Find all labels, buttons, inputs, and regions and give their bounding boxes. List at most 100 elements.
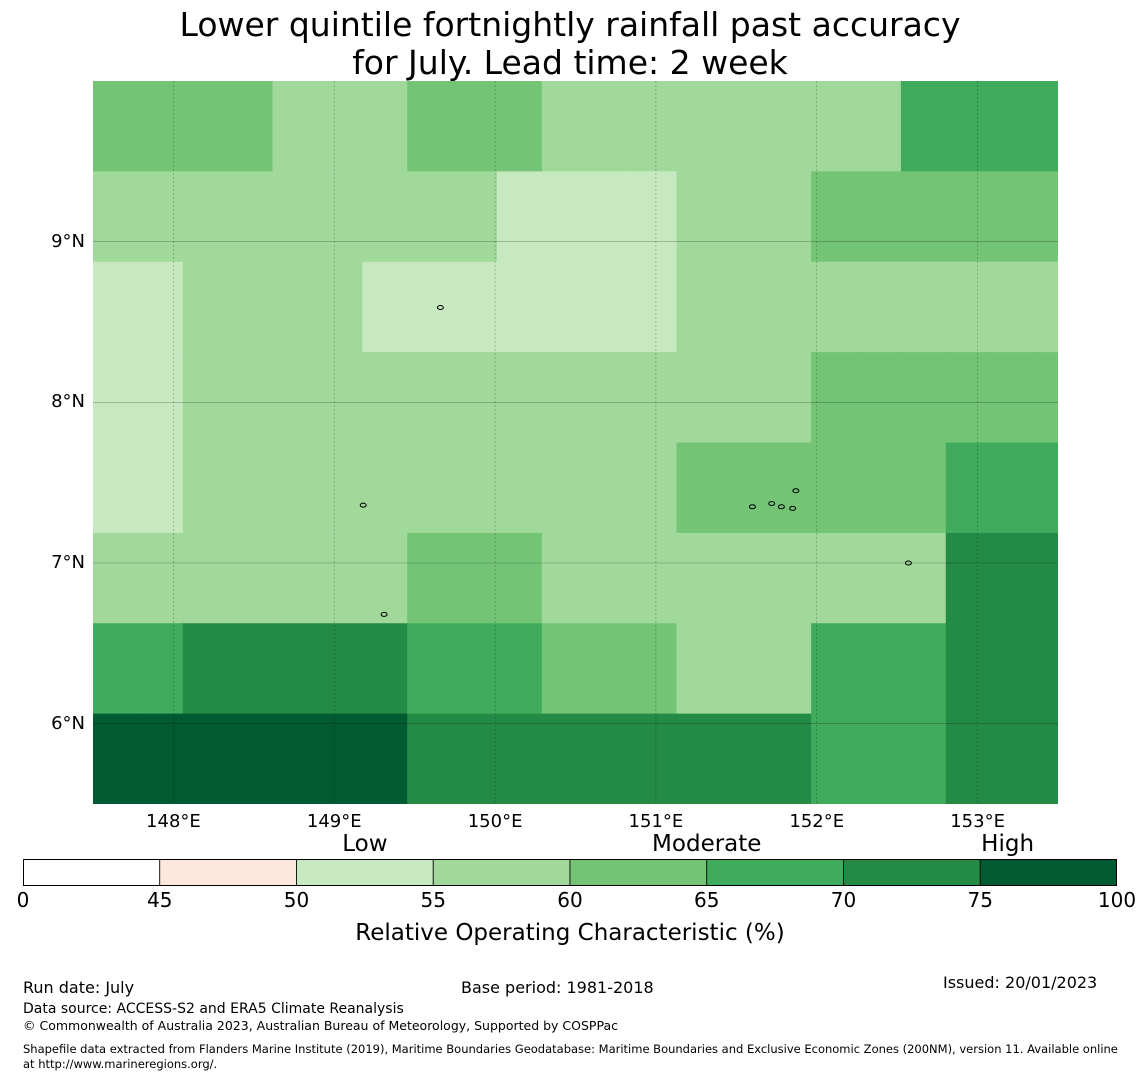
latitude-label: 6°N	[51, 712, 85, 734]
grid-cell	[362, 442, 408, 534]
grid-cell	[227, 81, 274, 172]
grid-cell	[721, 532, 767, 624]
grid-cell	[856, 261, 902, 353]
grid-cell	[945, 171, 992, 263]
grid-cell	[766, 171, 812, 263]
grid-cell	[945, 352, 992, 444]
grid-cell	[945, 81, 992, 172]
grid-cell	[452, 352, 498, 444]
grid-cell	[452, 261, 498, 353]
grid-cell	[1035, 713, 1058, 804]
grid-cell	[900, 713, 947, 804]
grid-cell	[182, 171, 229, 263]
grid-cell	[990, 81, 1037, 172]
grid-cell	[721, 352, 767, 444]
grid-cell	[137, 532, 184, 624]
grid-cell	[137, 623, 184, 715]
grid-cell	[496, 623, 543, 715]
grid-cell	[721, 261, 767, 353]
grid-cell	[227, 261, 274, 353]
grid-cell	[721, 623, 767, 715]
grid-cell	[856, 713, 902, 804]
grid-cell	[856, 81, 902, 172]
grid-cell	[452, 171, 498, 263]
grid-cell	[317, 352, 363, 444]
grid-cell	[676, 442, 722, 534]
grid-cell	[676, 713, 722, 804]
grid-cell	[407, 532, 453, 624]
colorbar-band	[23, 859, 161, 886]
grid-cell	[407, 171, 453, 263]
grid-cell	[676, 623, 722, 715]
grid-cell	[631, 713, 678, 804]
grid-cell	[1035, 171, 1058, 263]
grid-cell	[631, 623, 678, 715]
grid-cell	[631, 442, 678, 534]
grid-cell	[900, 261, 947, 353]
grid-cell	[541, 532, 588, 624]
grid-cell	[856, 171, 902, 263]
grid-cell	[721, 171, 767, 263]
grid-cell	[900, 532, 947, 624]
grid-cell	[452, 442, 498, 534]
island-outline	[748, 504, 756, 510]
colorbar	[23, 859, 1117, 886]
grid-cell	[182, 442, 229, 534]
grid-cell	[766, 81, 812, 172]
accuracy-grid-map	[93, 81, 1058, 804]
grid-cell	[631, 171, 678, 263]
colorbar-tick-label: 55	[420, 888, 446, 912]
grid-cell	[452, 623, 498, 715]
grid-cell	[766, 352, 812, 444]
grid-cell	[227, 623, 274, 715]
grid-cell	[811, 713, 857, 804]
grid-cell	[990, 352, 1037, 444]
grid-cell	[811, 442, 857, 534]
grid-cell	[272, 623, 319, 715]
grid-cell	[272, 532, 319, 624]
grid-cell	[856, 623, 902, 715]
colorbar-band	[843, 859, 981, 886]
grid-cell	[362, 352, 408, 444]
map-title-line-2: for July. Lead time: 2 week	[352, 43, 788, 82]
grid-cell	[900, 442, 947, 534]
latitude-label: 7°N	[51, 552, 85, 573]
grid-cell	[182, 623, 229, 715]
grid-cell	[900, 623, 947, 715]
grid-cell	[317, 623, 363, 715]
grid-cell	[990, 442, 1037, 534]
grid-cell	[900, 352, 947, 444]
latitude-label: 9°N	[51, 230, 85, 252]
grid-cell	[811, 81, 857, 172]
grid-cell	[496, 352, 543, 444]
grid-cell	[317, 261, 363, 353]
grid-cell	[137, 261, 184, 353]
grid-cell	[362, 713, 408, 804]
grid-cell	[93, 442, 139, 534]
grid-cell	[541, 713, 588, 804]
grid-cell	[272, 171, 319, 263]
grid-cell	[182, 713, 229, 804]
grid-cell	[990, 261, 1037, 353]
grid-cell	[317, 171, 363, 263]
island-outline	[792, 488, 800, 494]
grid-cell	[586, 261, 633, 353]
grid-cell	[272, 81, 319, 172]
run-date: Run date: July	[23, 978, 135, 997]
grid-cell	[93, 171, 139, 263]
grid-cell	[676, 261, 722, 353]
grid-cell	[93, 352, 139, 444]
grid-cell	[811, 171, 857, 263]
grid-cell	[541, 442, 588, 534]
grid-cell	[1035, 442, 1058, 534]
grid-cell	[362, 81, 408, 172]
grid-cell	[137, 171, 184, 263]
grid-cell	[272, 442, 319, 534]
grid-cell	[586, 713, 633, 804]
data-source: Data source: ACCESS-S2 and ERA5 Climate …	[23, 1001, 404, 1017]
grid-cell	[93, 623, 139, 715]
grid-cell	[541, 261, 588, 353]
colorbar-label: Relative Operating Characteristic (%)	[355, 920, 785, 946]
island-outline	[789, 505, 797, 511]
island-outline	[359, 502, 367, 508]
